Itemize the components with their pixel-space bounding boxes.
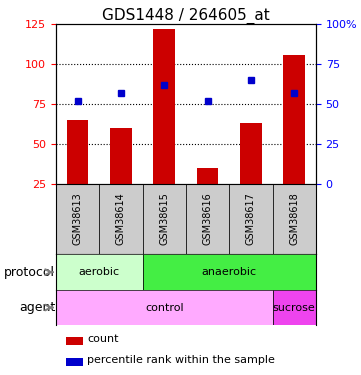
Bar <box>273 290 316 325</box>
Bar <box>56 184 99 255</box>
Bar <box>186 184 229 255</box>
Text: GSM38614: GSM38614 <box>116 193 126 245</box>
Bar <box>56 290 273 325</box>
Bar <box>143 184 186 255</box>
Bar <box>56 255 143 290</box>
Bar <box>283 55 305 184</box>
Text: GSM38617: GSM38617 <box>246 193 256 246</box>
Bar <box>110 128 132 184</box>
Text: GSM38615: GSM38615 <box>159 193 169 246</box>
Bar <box>153 29 175 184</box>
Bar <box>99 184 143 255</box>
Text: anaerobic: anaerobic <box>202 267 257 277</box>
Text: protocol: protocol <box>4 266 55 279</box>
Text: aerobic: aerobic <box>79 267 120 277</box>
Text: GSM38616: GSM38616 <box>203 193 213 245</box>
Text: agent: agent <box>19 301 55 314</box>
Text: GSM38618: GSM38618 <box>289 193 299 245</box>
Bar <box>229 184 273 255</box>
Text: percentile rank within the sample: percentile rank within the sample <box>87 355 275 365</box>
Text: control: control <box>145 303 183 312</box>
Bar <box>273 184 316 255</box>
Text: count: count <box>87 334 119 344</box>
Bar <box>66 358 83 366</box>
Title: GDS1448 / 264605_at: GDS1448 / 264605_at <box>102 8 270 24</box>
Bar <box>67 120 88 184</box>
Bar <box>143 255 316 290</box>
Bar <box>240 123 262 184</box>
Bar <box>197 168 218 184</box>
Text: sucrose: sucrose <box>273 303 316 312</box>
Text: GSM38613: GSM38613 <box>73 193 83 245</box>
Bar <box>66 337 83 345</box>
